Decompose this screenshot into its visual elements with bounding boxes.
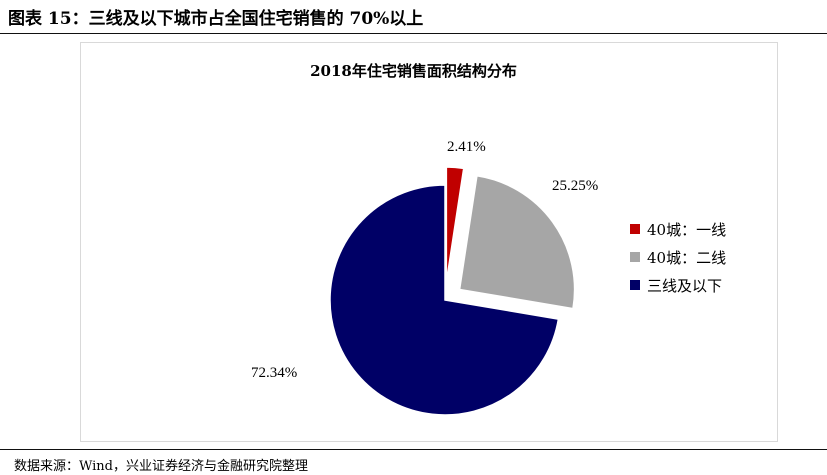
legend-swatch-tier2 [630, 252, 640, 262]
pie-slice-tier2 [458, 174, 576, 310]
slice-label-tier2: 25.25% [552, 178, 599, 194]
pie-slice-tier3-below [329, 184, 560, 416]
top-rule [0, 33, 827, 34]
legend-swatch-tier1 [630, 224, 640, 234]
legend-item-tier3-below: 三线及以下 [630, 271, 726, 299]
bottom-rule [0, 449, 827, 450]
legend-swatch-tier3-below [630, 280, 640, 290]
source-note: 数据来源：Wind，兴业证券经济与金融研究院整理 [14, 459, 308, 474]
legend-item-tier2: 40城：二线 [630, 243, 726, 271]
legend-label-tier2: 40城：二线 [647, 248, 727, 267]
chart-frame [80, 42, 778, 442]
legend-label-tier3-below: 三线及以下 [647, 276, 723, 295]
slice-label-tier1: 2.41% [447, 139, 486, 155]
legend-label-tier1: 40城：一线 [647, 220, 727, 239]
figure-title: 图表 15：三线及以下城市占全国住宅销售的 70%以上 [8, 9, 424, 29]
chart-title: 2018年住宅销售面积结构分布 [310, 62, 517, 80]
pie-slice-tier1 [445, 166, 465, 283]
legend-item-tier1: 40城：一线 [630, 215, 726, 243]
legend: 40城：一线 40城：二线 三线及以下 [630, 215, 726, 299]
slice-label-tier3-below: 72.34% [251, 365, 298, 381]
